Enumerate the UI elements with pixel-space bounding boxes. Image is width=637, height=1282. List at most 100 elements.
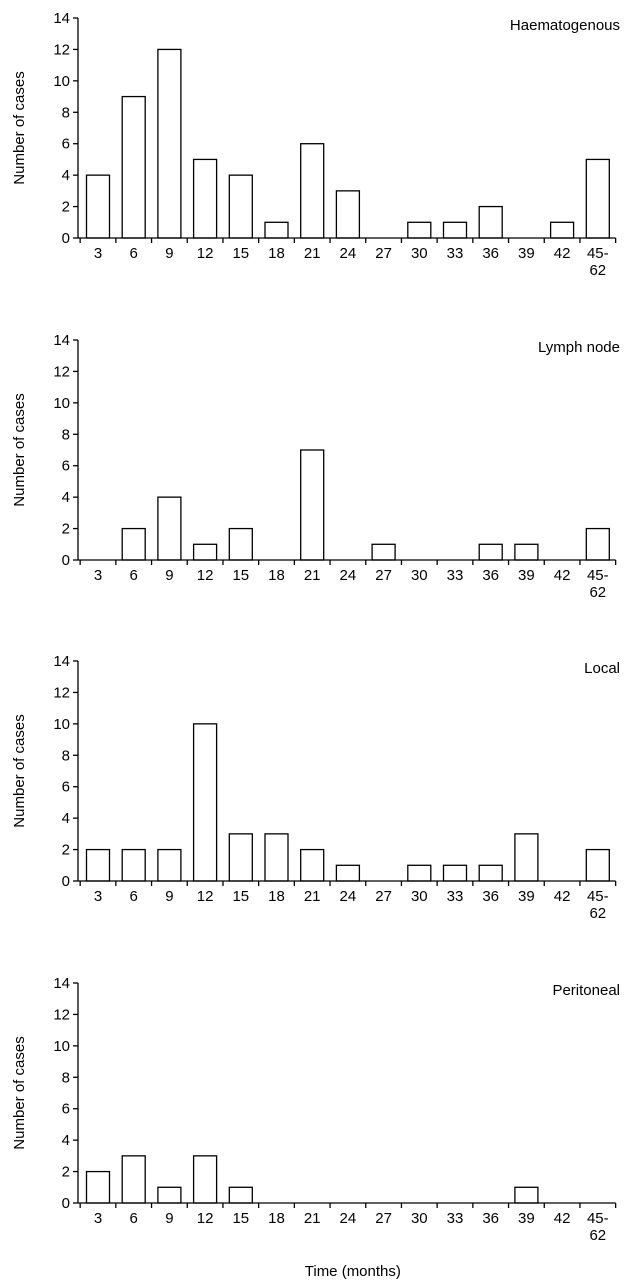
x-tick-label: 18 xyxy=(268,888,285,905)
bar xyxy=(336,191,359,238)
y-tick-label: 8 xyxy=(62,747,70,764)
chart-title: Peritoneal xyxy=(552,982,620,999)
y-tick-label: 10 xyxy=(53,395,70,412)
bar xyxy=(122,850,145,881)
y-axis-label: Number of cases xyxy=(11,393,28,506)
x-tick-label: 3 xyxy=(94,888,102,905)
y-tick-label: 12 xyxy=(53,684,70,701)
x-tick-label: 30 xyxy=(411,567,428,584)
y-tick-label: 14 xyxy=(53,975,70,992)
x-tick-label: 39 xyxy=(518,567,535,584)
x-tick-label: 24 xyxy=(340,567,357,584)
y-tick-label: 10 xyxy=(53,73,70,90)
x-tick-label: 36 xyxy=(482,888,499,905)
y-tick-label: 4 xyxy=(62,167,70,184)
x-tick-label: 18 xyxy=(268,245,285,262)
y-tick-label: 4 xyxy=(62,489,70,506)
bar xyxy=(229,175,252,238)
x-tick-label: 3 xyxy=(94,1210,102,1227)
y-tick-label: 2 xyxy=(62,842,70,859)
y-tick-label: 14 xyxy=(53,10,70,27)
y-tick-label: 8 xyxy=(62,104,70,121)
y-tick-label: 10 xyxy=(53,716,70,733)
x-tick-label: 24 xyxy=(340,1210,357,1227)
bar xyxy=(301,144,324,238)
bar xyxy=(194,544,217,560)
x-tick-label: 42 xyxy=(554,567,571,584)
x-tick-label: 39 xyxy=(518,888,535,905)
bar xyxy=(229,529,252,560)
x-tick-label: 33 xyxy=(447,888,464,905)
y-tick-label: 6 xyxy=(62,779,70,796)
x-tick-label: 21 xyxy=(304,245,321,262)
x-tick-label: 27 xyxy=(375,245,392,262)
y-tick-label: 14 xyxy=(53,332,70,349)
x-tick-label: 12 xyxy=(197,1210,214,1227)
x-tick-label: 45-62 xyxy=(587,888,609,922)
y-tick-label: 6 xyxy=(62,136,70,153)
x-tick-label: 27 xyxy=(375,888,392,905)
bar xyxy=(444,865,467,881)
x-tick-label: 42 xyxy=(554,245,571,262)
x-tick-label: 39 xyxy=(518,1210,535,1227)
y-tick-label: 2 xyxy=(62,199,70,216)
bar xyxy=(408,865,431,881)
x-tick-label: 45-62 xyxy=(587,1210,609,1244)
x-axis-label: Time (months) xyxy=(305,1263,401,1280)
x-tick-label: 42 xyxy=(554,1210,571,1227)
x-tick-label: 36 xyxy=(482,245,499,262)
bar xyxy=(372,544,395,560)
y-tick-label: 4 xyxy=(62,810,70,827)
bar xyxy=(479,544,502,560)
bar xyxy=(408,222,431,238)
x-tick-label: 42 xyxy=(554,888,571,905)
bar xyxy=(122,97,145,238)
x-tick-label: 45-62 xyxy=(587,567,609,601)
x-tick-label: 6 xyxy=(130,245,138,262)
x-tick-label: 3 xyxy=(94,567,102,584)
x-tick-label: 27 xyxy=(375,1210,392,1227)
bar xyxy=(194,724,217,881)
x-tick-label: 9 xyxy=(165,888,173,905)
chart-title: Lymph node xyxy=(538,339,620,356)
y-tick-label: 0 xyxy=(62,1195,70,1212)
bar xyxy=(515,1187,538,1203)
bar xyxy=(586,850,609,881)
chart-title: Local xyxy=(584,660,620,677)
x-tick-label: 12 xyxy=(197,245,214,262)
bar xyxy=(122,529,145,560)
chart-title: Haematogenous xyxy=(510,17,620,34)
y-tick-label: 10 xyxy=(53,1038,70,1055)
x-tick-label: 9 xyxy=(165,245,173,262)
bar xyxy=(479,207,502,238)
bar xyxy=(301,850,324,881)
bar xyxy=(194,1156,217,1203)
x-tick-label: 18 xyxy=(268,1210,285,1227)
bar xyxy=(87,1172,110,1203)
x-tick-label: 30 xyxy=(411,888,428,905)
x-tick-label: 18 xyxy=(268,567,285,584)
y-tick-label: 2 xyxy=(62,521,70,538)
x-tick-label: 24 xyxy=(340,245,357,262)
bar xyxy=(229,1187,252,1203)
y-tick-label: 12 xyxy=(53,41,70,58)
bar xyxy=(158,497,181,560)
x-tick-label: 45-62 xyxy=(587,245,609,279)
bar xyxy=(229,834,252,881)
bar xyxy=(158,1187,181,1203)
bar xyxy=(515,544,538,560)
y-tick-label: 12 xyxy=(53,363,70,380)
bar xyxy=(586,529,609,560)
x-tick-label: 30 xyxy=(411,245,428,262)
x-tick-label: 12 xyxy=(197,888,214,905)
bar xyxy=(194,159,217,238)
bar xyxy=(479,865,502,881)
x-tick-label: 15 xyxy=(232,1210,249,1227)
y-tick-label: 8 xyxy=(62,426,70,443)
x-tick-label: 33 xyxy=(447,1210,464,1227)
y-axis-label: Number of cases xyxy=(11,714,28,827)
x-tick-label: 33 xyxy=(447,567,464,584)
